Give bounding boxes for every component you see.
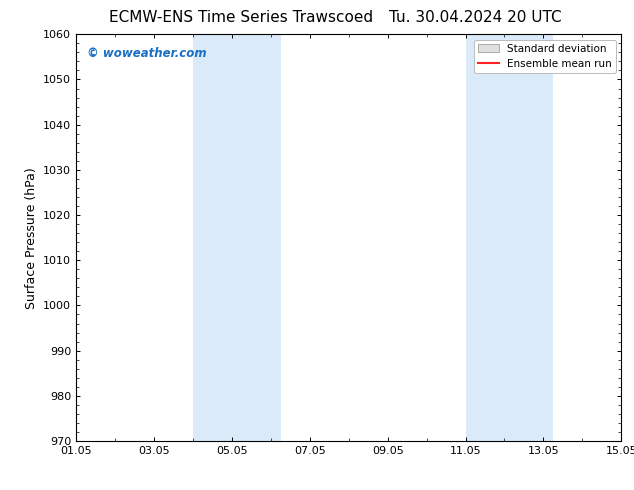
Text: Tu. 30.04.2024 20 UTC: Tu. 30.04.2024 20 UTC bbox=[389, 10, 562, 25]
Bar bbox=[465, 34, 553, 441]
Text: © woweather.com: © woweather.com bbox=[87, 47, 207, 59]
Bar bbox=[193, 34, 280, 441]
Legend: Standard deviation, Ensemble mean run: Standard deviation, Ensemble mean run bbox=[474, 40, 616, 73]
Text: ECMW-ENS Time Series Trawscoed: ECMW-ENS Time Series Trawscoed bbox=[109, 10, 373, 25]
Y-axis label: Surface Pressure (hPa): Surface Pressure (hPa) bbox=[25, 167, 37, 309]
